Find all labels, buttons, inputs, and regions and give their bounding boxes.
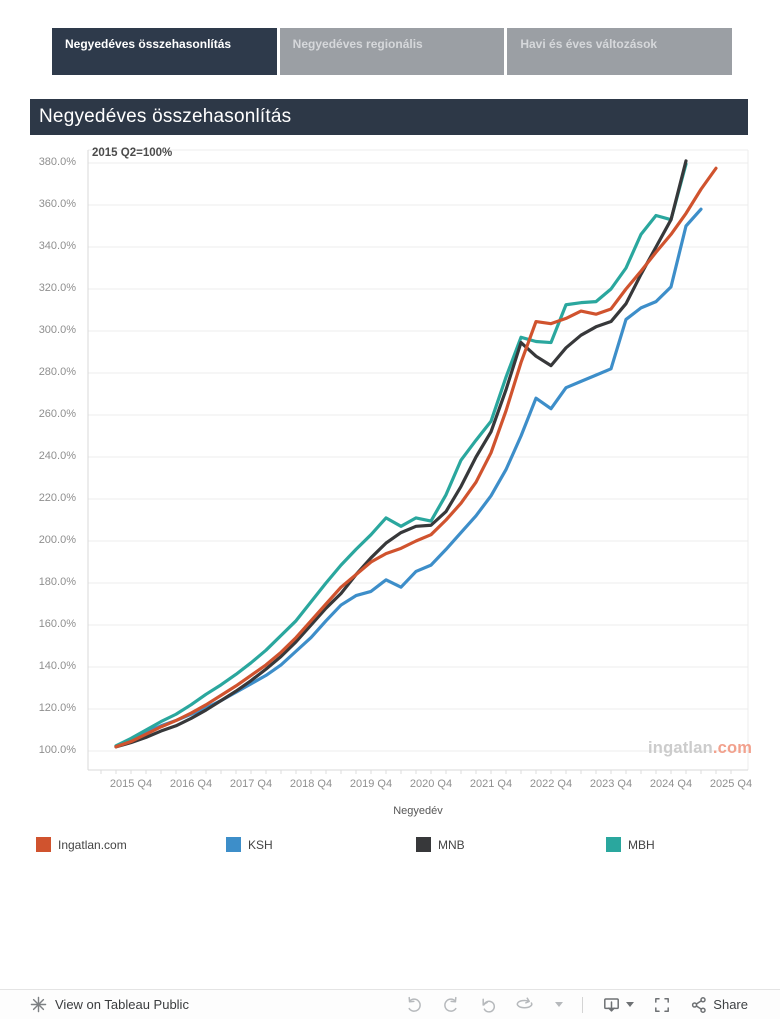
legend-swatch-mbh (606, 837, 621, 852)
legend-item-ksh[interactable]: KSH (226, 837, 416, 852)
legend-item-mnb[interactable]: MNB (416, 837, 606, 852)
legend-swatch-ksh (226, 837, 241, 852)
y-axis-tick-label: 240.0% (38, 450, 76, 462)
view-on-tableau-public-label: View on Tableau Public (55, 997, 189, 1012)
legend-label: Ingatlan.com (58, 837, 127, 852)
y-axis-tick-label: 260.0% (38, 408, 76, 420)
sheet-tabs: Negyedéves összehasonlítás Negyedéves re… (52, 28, 733, 75)
x-axis-tick-label: 2021 Q4 (469, 778, 513, 790)
x-axis-tick-label: 2019 Q4 (349, 778, 393, 790)
y-axis-tick-label: 340.0% (38, 240, 76, 252)
legend: Ingatlan.com KSH MNB MBH (36, 837, 780, 852)
legend-label: MNB (438, 837, 465, 852)
undo-icon (408, 996, 422, 1012)
y-axis-tick-label: 300.0% (38, 324, 76, 336)
y-axis-tick-label: 280.0% (38, 366, 76, 378)
refresh-icon (516, 996, 533, 1008)
legend-item-ingatlan[interactable]: Ingatlan.com (36, 837, 226, 852)
x-axis-title: Negyedév (393, 805, 443, 817)
x-axis-tick-label: 2020 Q4 (409, 778, 453, 790)
download-icon (604, 997, 620, 1012)
y-axis-tick-label: 360.0% (38, 198, 76, 210)
x-axis-tick-label: 2022 Q4 (529, 778, 573, 790)
refresh-button[interactable] (516, 996, 536, 1014)
share-icon (692, 996, 707, 1013)
revert-button[interactable] (479, 996, 497, 1014)
x-axis-tick-label: 2025 Q4 (709, 778, 753, 790)
y-axis-tick-label: 140.0% (38, 660, 76, 672)
legend-label: MBH (628, 837, 655, 852)
download-caret-icon (626, 1002, 635, 1007)
y-axis-tick-label: 160.0% (38, 618, 76, 630)
fullscreen-icon (655, 997, 670, 1012)
x-axis-tick-label: 2024 Q4 (649, 778, 693, 790)
ingatlan-watermark: ingatlan.com (648, 739, 752, 758)
x-axis-tick-label: 2023 Q4 (589, 778, 633, 790)
y-axis-tick-label: 320.0% (38, 282, 76, 294)
tab-havi-es-eves-valtozasok[interactable]: Havi és éves változások (507, 28, 733, 75)
tab-negyedeves-regionalis[interactable]: Negyedéves regionális (279, 28, 505, 75)
x-axis-tick-label: 2016 Q4 (169, 778, 213, 790)
share-label: Share (713, 997, 748, 1012)
redo-icon (444, 996, 457, 1012)
y-axis-tick-label: 120.0% (38, 702, 76, 714)
plot-area (87, 149, 749, 774)
legend-swatch-ingatlan (36, 837, 51, 852)
tableau-toolbar: View on Tableau Public (0, 989, 780, 1019)
watermark-text: ingatlan (648, 739, 713, 757)
legend-swatch-mnb (416, 837, 431, 852)
toolbar-divider (582, 996, 584, 1013)
revert-icon (482, 997, 496, 1013)
legend-item-mbh[interactable]: MBH (606, 837, 780, 852)
tableau-public-logo-icon (30, 996, 47, 1013)
y-axis-tick-label: 380.0% (38, 156, 76, 168)
toolbar-buttons: Share (405, 996, 748, 1014)
x-axis-tick-label: 2015 Q4 (109, 778, 153, 790)
y-axis-tick-label: 200.0% (38, 534, 76, 546)
y-axis-tick-label: 100.0% (38, 744, 76, 756)
refresh-caret-icon[interactable] (555, 1002, 564, 1007)
watermark-text-com: .com (712, 739, 753, 757)
chart-annotation: 2015 Q2=100% (92, 147, 173, 159)
x-axis-tick-label: 2018 Q4 (289, 778, 333, 790)
undo-button[interactable] (405, 996, 423, 1014)
x-axis-tick-label: 2017 Q4 (229, 778, 273, 790)
legend-label: KSH (248, 837, 273, 852)
page-title: Negyedéves összehasonlítás (30, 99, 748, 135)
y-axis-tick-label: 180.0% (38, 576, 76, 588)
view-on-tableau-public-link[interactable]: View on Tableau Public (30, 996, 189, 1013)
y-axis-tick-label: 220.0% (38, 492, 76, 504)
share-button[interactable]: Share (690, 996, 748, 1014)
line-chart: 2015 Q2=100% ingatlan.com Negyedév Ingat… (0, 135, 780, 862)
tab-negyedeves-osszehasonlitas[interactable]: Negyedéves összehasonlítás (52, 28, 277, 75)
redo-button[interactable] (442, 996, 460, 1014)
fullscreen-button[interactable] (653, 996, 671, 1014)
download-button[interactable] (602, 996, 635, 1014)
